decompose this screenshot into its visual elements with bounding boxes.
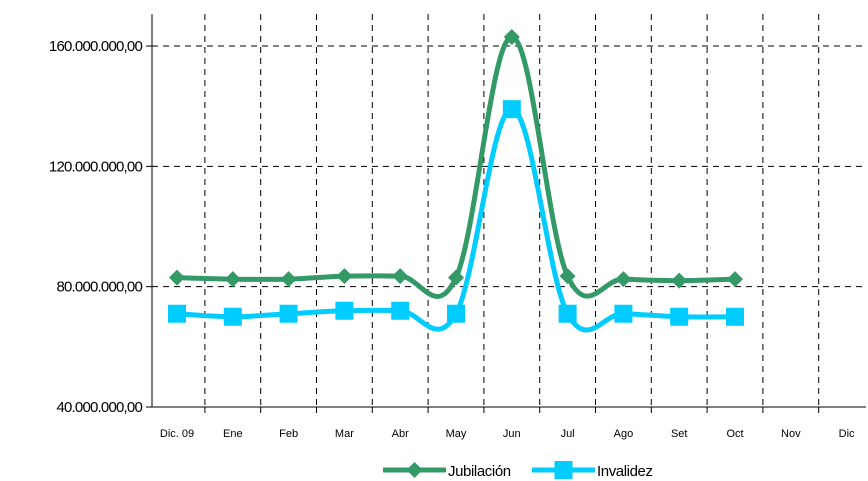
legend: Jubilación Invalidez <box>383 461 653 480</box>
legend-label: Jubilación <box>448 463 511 480</box>
x-tick-label: Abr <box>392 428 409 440</box>
axes <box>146 14 866 413</box>
legend-item: Invalidez <box>532 461 653 480</box>
square-marker <box>335 301 354 320</box>
x-tick-label: Dic <box>839 428 855 440</box>
diamond-marker <box>727 271 743 288</box>
y-tick-label: 160.000.000,00 <box>49 38 143 55</box>
x-tick-label: Oct <box>726 428 743 440</box>
y-tick-label: 40.000.000,00 <box>56 399 142 416</box>
diamond-marker <box>392 268 409 285</box>
x-tick-label: May <box>446 428 467 440</box>
square-marker <box>279 304 298 323</box>
diamond-marker <box>671 272 688 289</box>
square-marker <box>223 307 242 326</box>
x-tick-label: Ago <box>614 428 634 440</box>
x-axis-tick-labels: Dic. 09 Ene Feb Mar Abr May Jun Jul Ago Set Oct Nov… <box>160 428 855 440</box>
square-marker <box>447 304 465 323</box>
legend-item: Jubilación <box>383 462 511 480</box>
y-axis-tick-labels: 40.000.000,00 80.000.000,00 120.000.000,00… <box>49 38 143 416</box>
square-marker <box>670 307 689 326</box>
diamond-marker <box>615 271 632 288</box>
square-marker <box>614 304 633 323</box>
diamond-marker <box>169 269 185 286</box>
diamond-marker <box>336 268 353 285</box>
series-line <box>176 106 736 333</box>
legend-square-icon <box>554 461 573 479</box>
square-marker <box>558 304 577 323</box>
square-marker <box>391 301 410 320</box>
y-tick-label: 120.000.000,00 <box>49 158 143 175</box>
square-marker <box>168 304 186 323</box>
x-tick-label: Feb <box>279 428 298 440</box>
diamond-marker <box>224 271 241 288</box>
x-tick-label: Ene <box>223 428 243 440</box>
series-jubilación <box>169 28 743 299</box>
square-marker <box>502 100 521 119</box>
gridlines <box>152 14 866 407</box>
series-lines <box>168 28 744 333</box>
x-tick-label: Jun <box>503 428 521 440</box>
y-tick-label: 80.000.000,00 <box>56 279 142 296</box>
x-tick-label: Mar <box>335 428 354 440</box>
series-invalidez <box>168 100 744 333</box>
diamond-marker <box>559 268 576 285</box>
x-tick-label: Nov <box>781 428 801 440</box>
diamond-marker <box>503 28 520 45</box>
diamond-marker <box>280 271 297 288</box>
x-tick-label: Set <box>671 428 688 440</box>
x-tick-label: Jul <box>561 428 575 440</box>
legend-label: Invalidez <box>597 463 653 480</box>
square-marker <box>726 307 744 326</box>
x-tick-label: Dic. 09 <box>160 428 194 440</box>
diamond-marker <box>448 269 464 286</box>
legend-diamond-icon <box>406 462 423 478</box>
